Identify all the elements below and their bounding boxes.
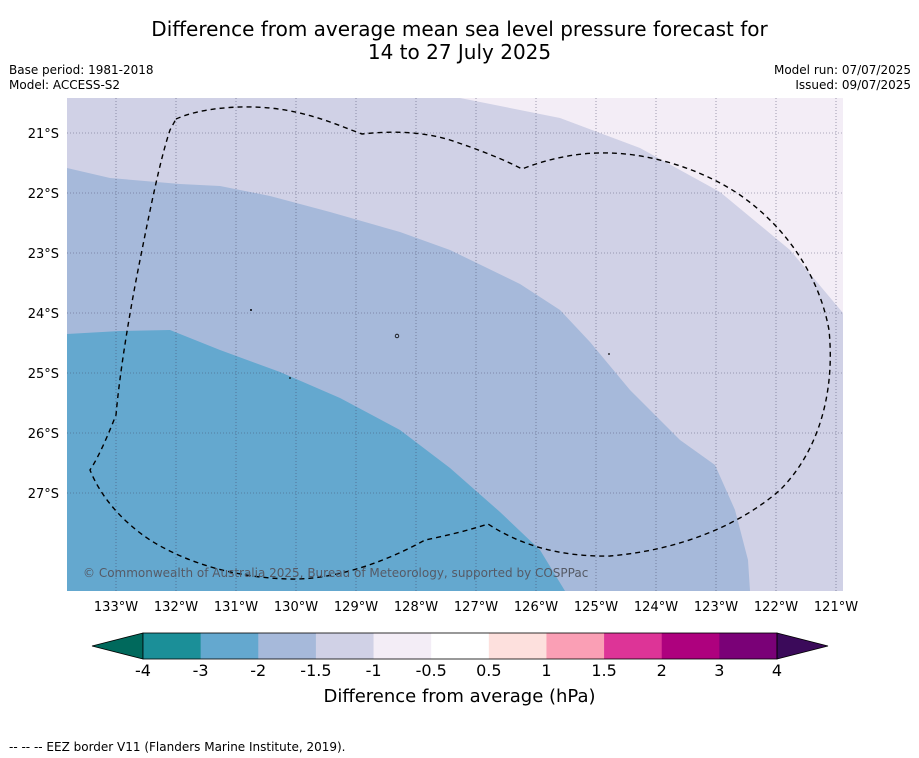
island-marker	[250, 309, 252, 311]
colorbar-tick-label: 4	[772, 661, 782, 680]
meta-right: Model run: 07/07/2025 Issued: 09/07/2025	[774, 63, 911, 93]
colorbar-tick-label: 2	[657, 661, 667, 680]
lon-label: 128°W	[394, 600, 438, 615]
colorbar-segment	[373, 633, 432, 659]
colorbar-segment	[488, 633, 547, 659]
lat-label: 22°S	[28, 187, 59, 202]
island-marker	[289, 377, 291, 379]
lon-label: 126°W	[514, 600, 558, 615]
model-run: Model run: 07/07/2025	[773, 63, 911, 77]
colorbar-segment	[315, 633, 375, 659]
colorbar-title: Difference from average (hPa)	[323, 686, 596, 707]
lat-label: 27°S	[28, 487, 59, 502]
lon-label: 121°W	[814, 600, 858, 615]
model-name: Model: ACCESS-S2	[9, 78, 121, 92]
copyright-text: © Commonwealth of Australia 2025, Bureau…	[83, 566, 588, 580]
band-minus-3-to-minus-2	[67, 330, 565, 591]
colorbar-segments	[143, 633, 778, 659]
graticule	[67, 98, 843, 591]
longitude-labels: 133°W 132°W 131°W 130°W 129°W 128°W 127°…	[94, 600, 858, 615]
lon-label: 125°W	[574, 600, 618, 615]
base-period: Base period: 1981-2018	[9, 63, 154, 77]
issued-date: Issued: 09/07/2025	[795, 78, 911, 92]
colorbar-segment	[431, 633, 490, 659]
lon-label: 124°W	[634, 600, 678, 615]
lat-label: 23°S	[28, 247, 59, 262]
map-panel: © Commonwealth of Australia 2025, Bureau…	[67, 98, 843, 591]
lat-label: 25°S	[28, 367, 59, 382]
colorbar-tick-label: -2	[250, 661, 266, 680]
colorbar-segment	[258, 633, 317, 659]
title-line-1: Difference from average mean sea level p…	[151, 17, 768, 41]
colorbar-segment	[200, 633, 259, 659]
colorbar-tick-label: -4	[135, 661, 151, 680]
lon-label: 133°W	[94, 600, 138, 615]
colorbar-tick-label: 3	[714, 661, 724, 680]
map-title: Difference from average mean sea level p…	[0, 18, 919, 64]
meta-left: Base period: 1981-2018 Model: ACCESS-S2	[9, 63, 154, 93]
lon-label: 127°W	[454, 600, 498, 615]
colorbar-segment	[143, 633, 202, 659]
island-marker	[394, 333, 400, 339]
lon-label: 123°W	[694, 600, 738, 615]
colorbar-segment	[661, 633, 720, 659]
lon-label: 129°W	[334, 600, 378, 615]
colorbar-tick-label: 1	[541, 661, 551, 680]
lat-label: 26°S	[28, 427, 59, 442]
colorbar-segment	[604, 633, 663, 659]
island-marker	[608, 353, 610, 355]
latitude-labels: 21°S 22°S 23°S 24°S 25°S 26°S 27°S	[28, 127, 59, 502]
colorbar-tick-label: -3	[193, 661, 209, 680]
lon-label: 130°W	[274, 600, 318, 615]
eez-border	[89, 106, 831, 580]
lon-label: 122°W	[754, 600, 798, 615]
lat-label: 24°S	[28, 307, 59, 322]
colorbar-tick-label: -1	[366, 661, 382, 680]
colorbar-tick-label: 1.5	[591, 661, 616, 680]
colorbar-tick-label: -1.5	[300, 661, 331, 680]
colorbar-segment	[719, 633, 778, 659]
colorbar-over-arrow	[776, 632, 829, 660]
colorbar-under-arrow	[91, 632, 144, 660]
lon-label: 131°W	[214, 600, 258, 615]
colorbar: -4 -3 -2 -1.5 -1 -0.5 0.5 1 1.5 2 3 4	[91, 632, 829, 680]
lat-label: 21°S	[28, 127, 59, 142]
lon-label: 132°W	[154, 600, 198, 615]
title-line-2: 14 to 27 July 2025	[367, 40, 552, 64]
colorbar-segment	[546, 633, 605, 659]
colorbar-tick-labels: -4 -3 -2 -1.5 -1 -0.5 0.5 1 1.5 2 3 4	[135, 661, 782, 680]
colorbar-frame	[142, 632, 778, 660]
colorbar-tick-label: -0.5	[416, 661, 447, 680]
footnote: -- -- -- EEZ border V11 (Flanders Marine…	[9, 740, 346, 754]
colorbar-tick-label: 0.5	[476, 661, 501, 680]
